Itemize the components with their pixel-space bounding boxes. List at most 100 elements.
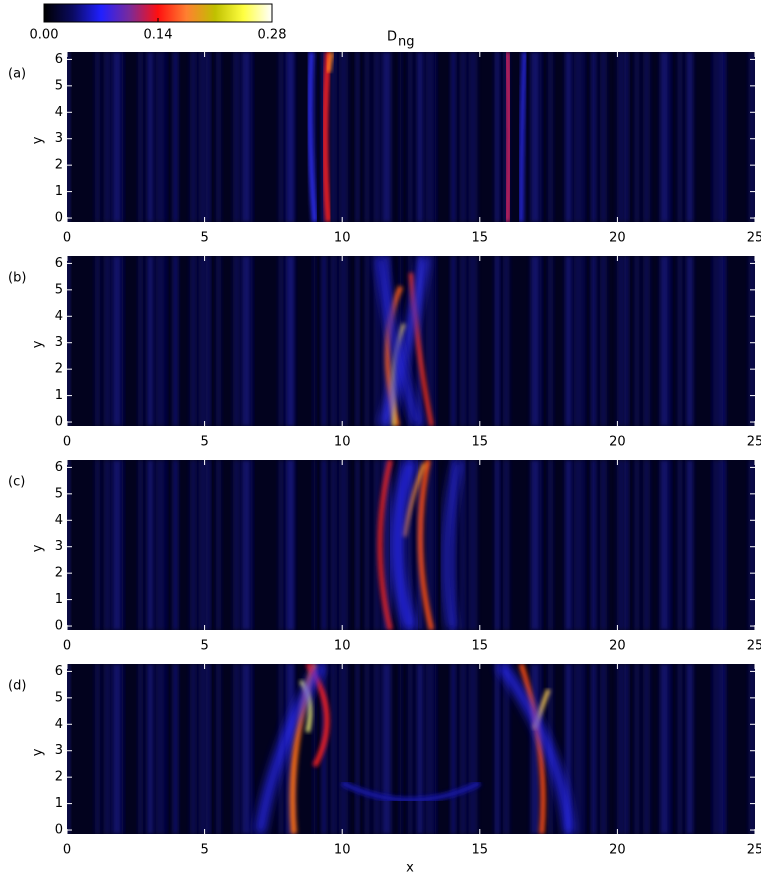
streak xyxy=(121,460,125,630)
streak xyxy=(548,52,554,222)
x-tick-label: 15 xyxy=(472,435,489,450)
streak xyxy=(677,52,683,222)
streak xyxy=(312,664,316,834)
streak xyxy=(207,256,211,426)
streak xyxy=(459,664,467,834)
y-tick-label: 6 xyxy=(55,52,63,67)
y-tick-label: 2 xyxy=(55,770,63,785)
streak xyxy=(233,664,241,834)
streak xyxy=(94,664,100,834)
x-tick-label: 25 xyxy=(747,843,761,858)
y-tick-label: 5 xyxy=(55,78,63,93)
streak xyxy=(502,256,510,426)
streak xyxy=(207,52,211,222)
colorbar-label: D xyxy=(387,30,397,45)
streak xyxy=(548,460,554,630)
streak xyxy=(714,460,724,630)
streak xyxy=(660,460,670,630)
structure xyxy=(299,679,313,733)
streak xyxy=(625,256,629,426)
streak xyxy=(138,256,144,426)
panel-label: (a) xyxy=(8,67,26,82)
streak xyxy=(287,52,295,222)
streak xyxy=(582,460,586,630)
streak xyxy=(407,664,413,834)
streak xyxy=(189,664,197,834)
streak xyxy=(103,256,111,426)
streak xyxy=(146,52,154,222)
streak xyxy=(468,460,478,630)
streak xyxy=(530,256,540,426)
streak xyxy=(433,52,437,222)
x-tick-label: 0 xyxy=(63,639,71,654)
streak xyxy=(450,664,456,834)
x-tick-label: 5 xyxy=(200,843,208,858)
streak xyxy=(233,52,241,222)
heatmap-field xyxy=(67,256,755,426)
streak xyxy=(112,52,122,222)
streak xyxy=(625,664,629,834)
streak xyxy=(164,256,168,426)
streak xyxy=(216,52,222,222)
streak xyxy=(399,664,403,834)
heatmap-field xyxy=(67,460,755,630)
streak xyxy=(198,664,208,834)
streak xyxy=(416,664,424,834)
structure xyxy=(390,460,418,630)
streak xyxy=(164,52,168,222)
streak xyxy=(757,52,761,222)
y-tick-label: 3 xyxy=(55,335,63,350)
y-tick-label: 0 xyxy=(55,823,63,838)
streak xyxy=(565,52,573,222)
y-tick-label: 0 xyxy=(55,415,63,430)
streak xyxy=(677,256,683,426)
streak xyxy=(416,52,424,222)
streak xyxy=(94,256,100,426)
streak xyxy=(599,52,607,222)
streak xyxy=(686,52,694,222)
streak xyxy=(573,52,583,222)
streak xyxy=(94,460,100,630)
streak xyxy=(355,664,359,834)
streak xyxy=(496,664,500,834)
y-tick-label: 6 xyxy=(55,664,63,679)
streak xyxy=(625,460,629,630)
streak xyxy=(67,256,70,426)
streak xyxy=(450,460,456,630)
heatmap-field xyxy=(67,664,755,834)
streak xyxy=(496,52,500,222)
streak xyxy=(312,52,316,222)
streak xyxy=(146,256,154,426)
colorbar-tick-label: 0.00 xyxy=(30,28,59,43)
streak xyxy=(399,52,403,222)
streak xyxy=(321,256,327,426)
streak xyxy=(172,460,178,630)
x-tick-label: 10 xyxy=(334,435,351,450)
streak xyxy=(189,460,197,630)
streak xyxy=(502,460,510,630)
streak xyxy=(425,664,435,834)
streak xyxy=(573,664,583,834)
streak xyxy=(582,256,586,426)
streak xyxy=(459,52,467,222)
structure xyxy=(391,323,406,426)
streak xyxy=(616,256,626,426)
streak xyxy=(643,664,651,834)
streak xyxy=(164,460,168,630)
streak xyxy=(287,460,295,630)
streak xyxy=(138,52,144,222)
streak xyxy=(459,256,467,426)
streak xyxy=(250,664,254,834)
streak xyxy=(686,664,694,834)
streak xyxy=(312,256,316,426)
streak xyxy=(643,256,651,426)
y-tick-label: 5 xyxy=(55,690,63,705)
streak xyxy=(278,460,284,630)
streak xyxy=(530,52,540,222)
streak xyxy=(198,52,208,222)
streak xyxy=(278,256,284,426)
streak xyxy=(338,256,348,426)
streak xyxy=(373,664,381,834)
streak xyxy=(189,52,197,222)
